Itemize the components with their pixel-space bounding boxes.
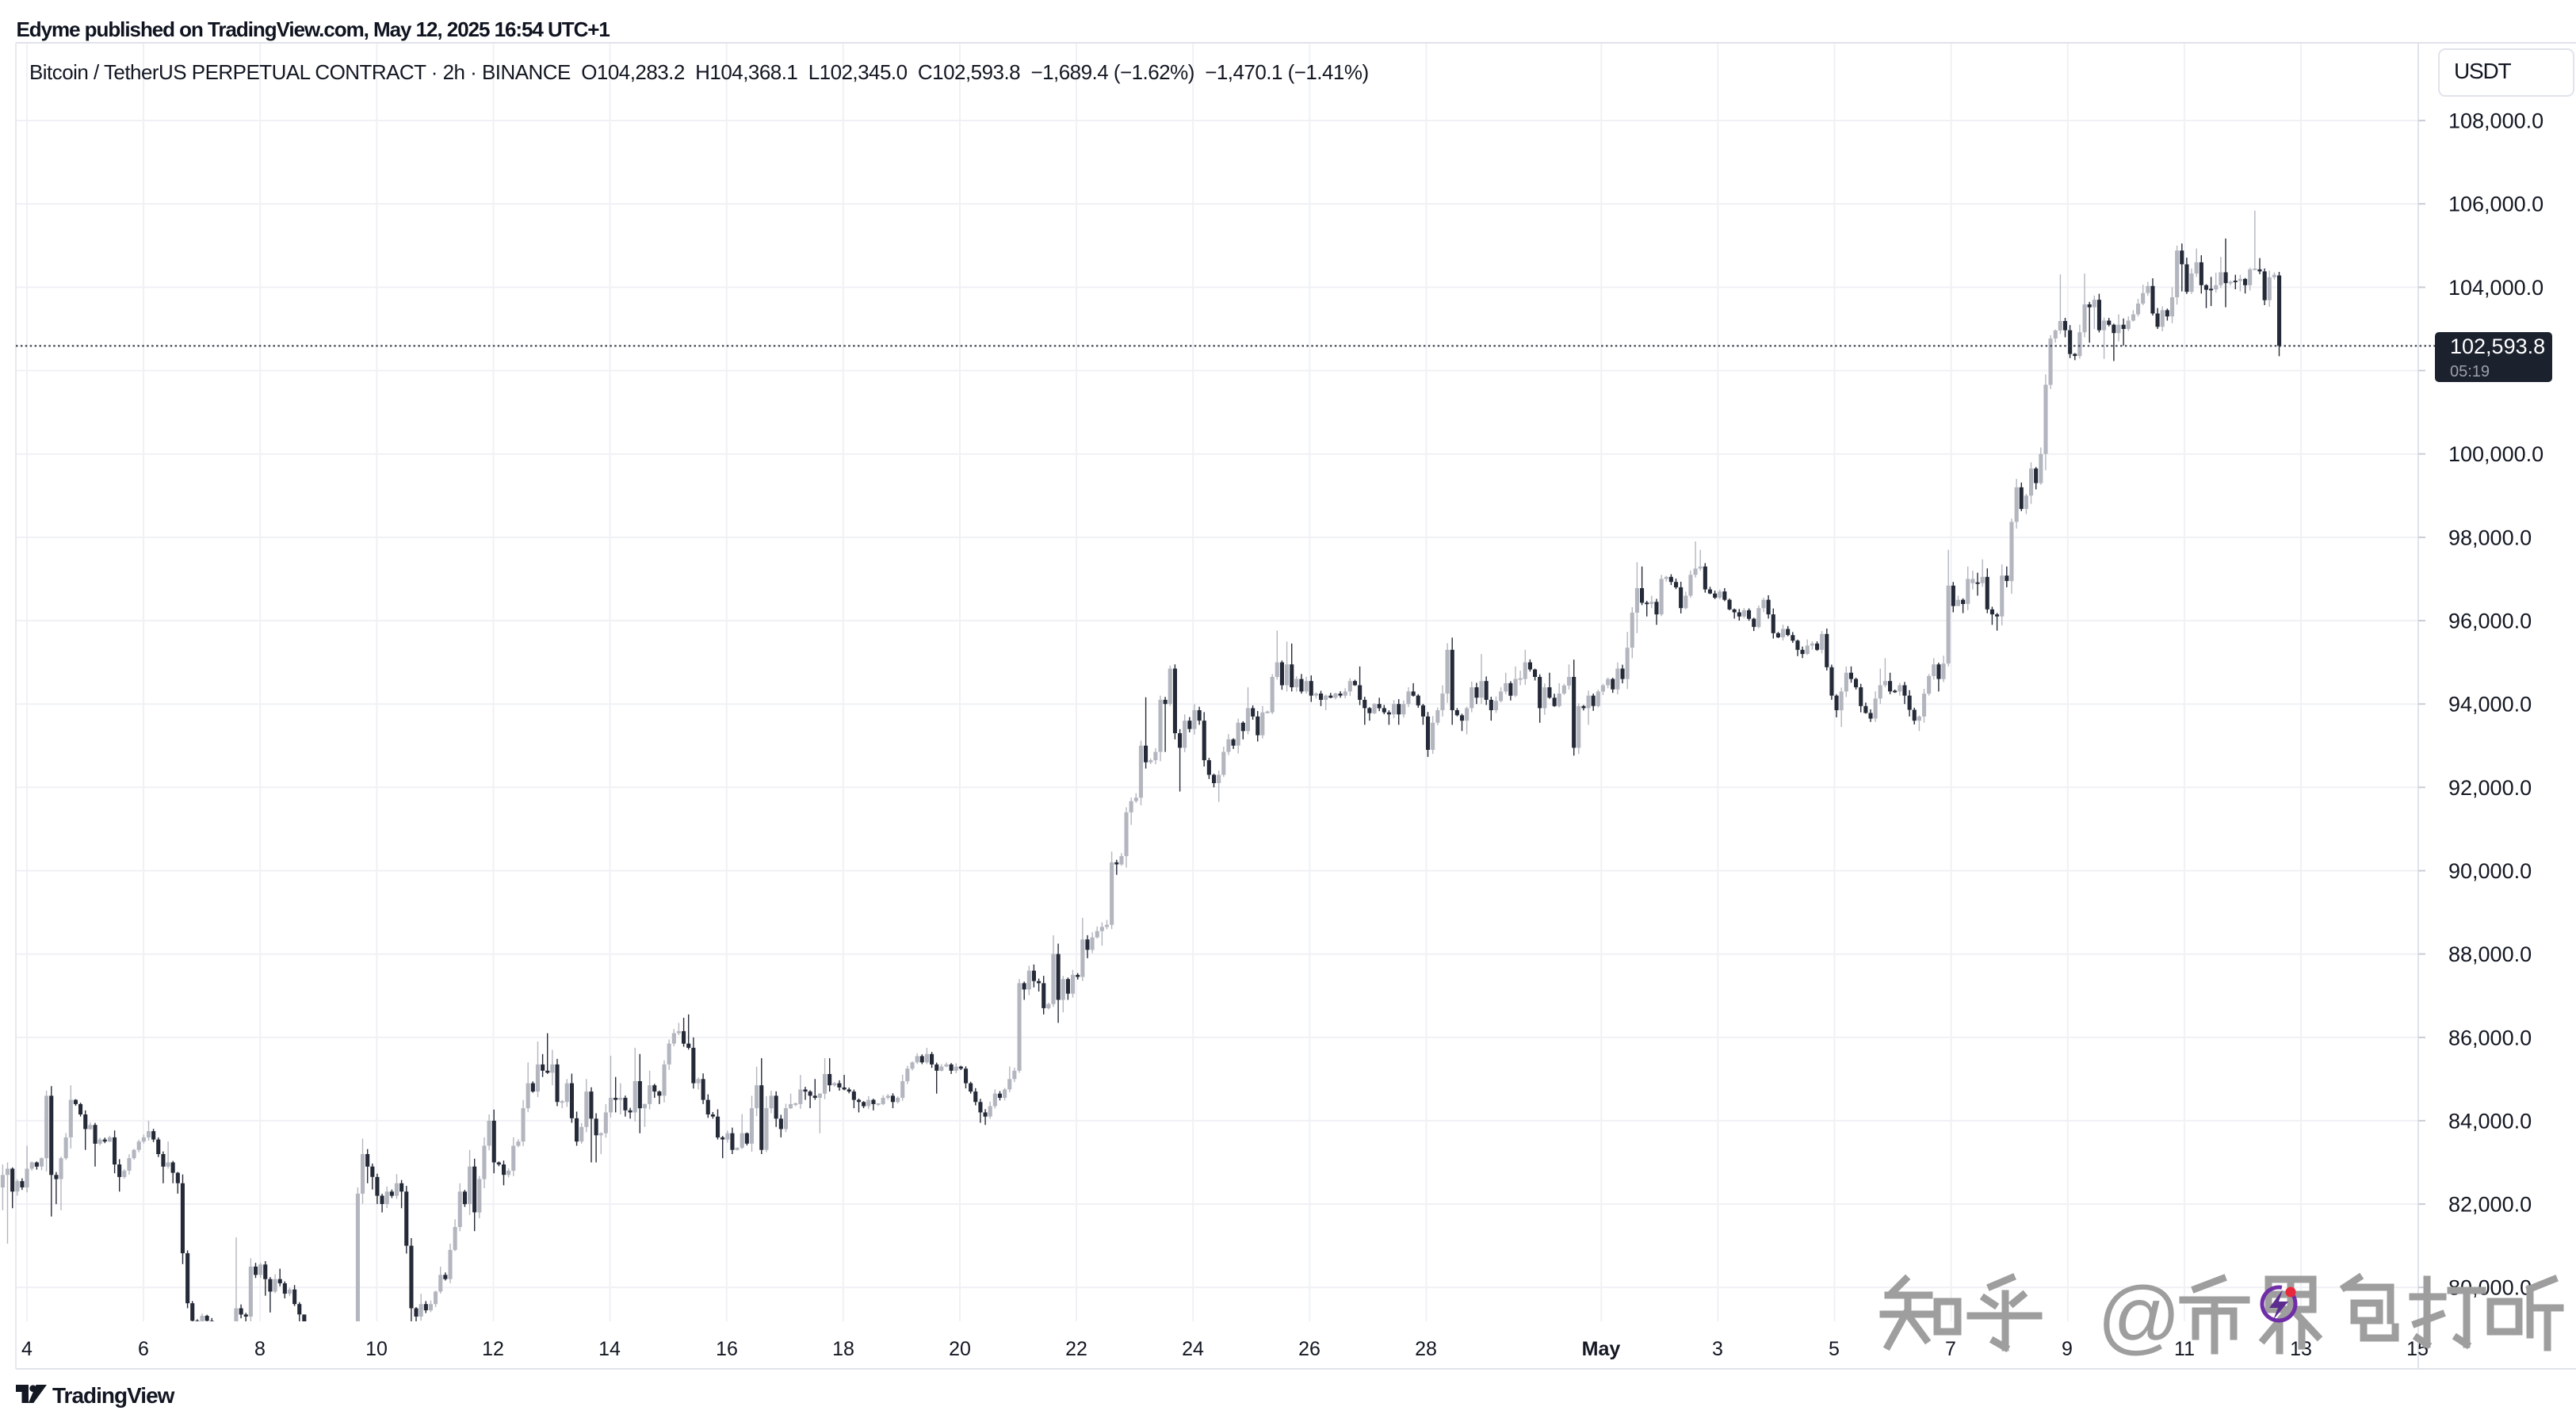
svg-text:7: 7 (1945, 1338, 1956, 1360)
svg-text:4: 4 (21, 1338, 32, 1360)
svg-text:106,000.0: 106,000.0 (2448, 193, 2544, 216)
svg-text:94,000.0: 94,000.0 (2448, 693, 2532, 717)
svg-text:16: 16 (716, 1338, 738, 1360)
svg-text:100,000.0: 100,000.0 (2448, 442, 2544, 466)
svg-text:Edyme published on TradingView: Edyme published on TradingView.com, May … (17, 17, 610, 41)
svg-text:14: 14 (598, 1338, 621, 1360)
svg-text:USDT: USDT (2454, 59, 2512, 83)
svg-text:May: May (1582, 1338, 1621, 1360)
svg-text:22: 22 (1065, 1338, 1087, 1360)
svg-text:86,000.0: 86,000.0 (2448, 1026, 2532, 1049)
svg-text:6: 6 (138, 1338, 149, 1360)
svg-text:96,000.0: 96,000.0 (2448, 610, 2532, 633)
svg-text:82,000.0: 82,000.0 (2448, 1193, 2532, 1217)
svg-text:84,000.0: 84,000.0 (2448, 1109, 2532, 1133)
svg-text:102,593.8: 102,593.8 (2450, 334, 2545, 358)
svg-text:12: 12 (482, 1338, 504, 1360)
svg-text:3: 3 (1712, 1338, 1723, 1360)
svg-text:05:19: 05:19 (2450, 363, 2490, 380)
svg-text:11: 11 (2174, 1338, 2195, 1360)
svg-text:28: 28 (1415, 1338, 1437, 1360)
svg-text:18: 18 (832, 1338, 854, 1360)
svg-text:10: 10 (365, 1338, 388, 1360)
svg-text:Bitcoin / TetherUS PERPETUAL C: Bitcoin / TetherUS PERPETUAL CONTRACT · … (29, 60, 1369, 84)
svg-text:108,000.0: 108,000.0 (2448, 109, 2544, 133)
svg-text:20: 20 (949, 1338, 971, 1360)
svg-text:26: 26 (1298, 1338, 1320, 1360)
svg-text:5: 5 (1829, 1338, 1840, 1360)
svg-text:@: @ (2097, 1271, 2181, 1363)
svg-text:8: 8 (254, 1338, 266, 1360)
svg-text:104,000.0: 104,000.0 (2448, 276, 2544, 300)
svg-text:24: 24 (1182, 1338, 1204, 1360)
svg-text:88,000.0: 88,000.0 (2448, 942, 2532, 966)
svg-text:98,000.0: 98,000.0 (2448, 526, 2532, 549)
svg-text:90,000.0: 90,000.0 (2448, 859, 2532, 883)
svg-text:92,000.0: 92,000.0 (2448, 776, 2532, 800)
svg-text:9: 9 (2062, 1338, 2073, 1360)
svg-text:TradingView: TradingView (52, 1383, 175, 1408)
